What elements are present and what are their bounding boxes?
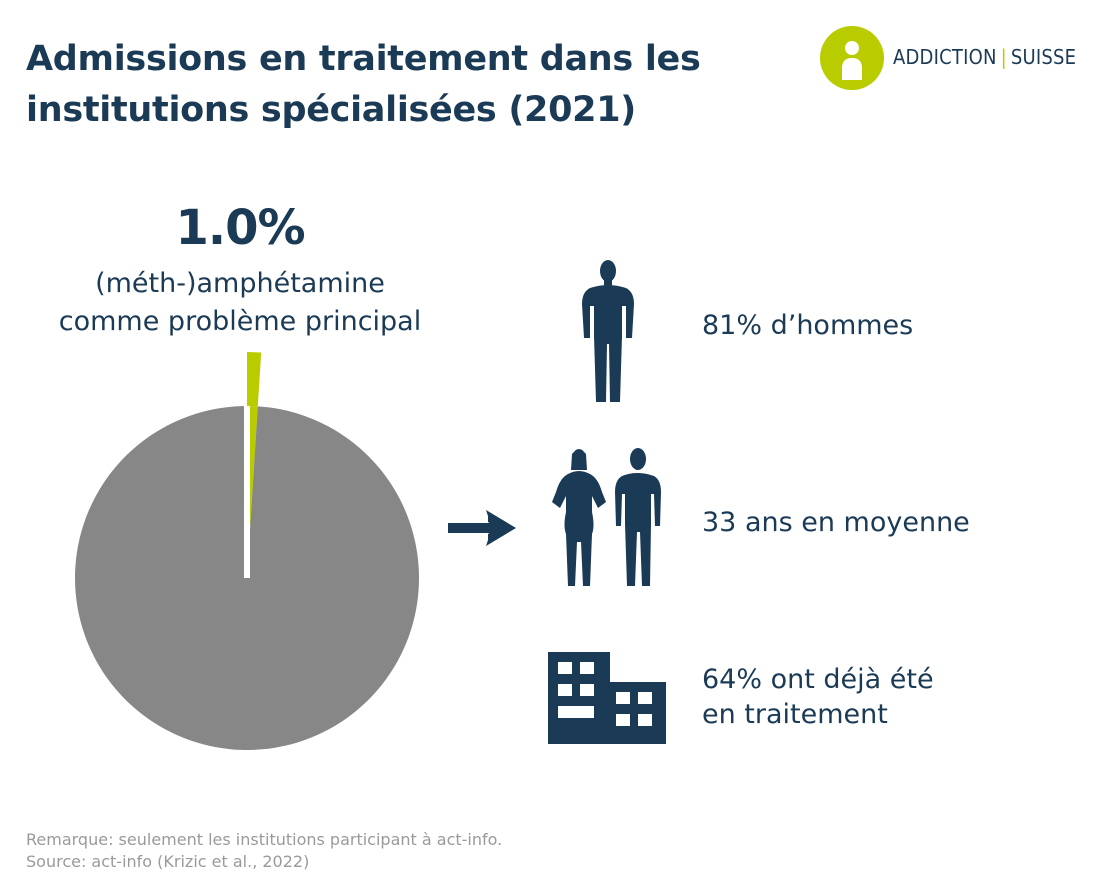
building-icon: [548, 652, 666, 744]
logo-wordmark: ADDICTION | SUISSE: [893, 45, 1077, 69]
fact-average-age: 33 ans en moyenne: [702, 507, 970, 538]
logo-person-icon: [820, 26, 884, 90]
title-line-2: institutions spécialisées (2021): [26, 90, 636, 130]
pie-annotation-line-1: (méth-)amphétamine: [95, 268, 385, 299]
woman-and-man-silhouette-icon: [552, 448, 661, 586]
pie-slice-amphetamine-leader: [247, 352, 262, 407]
addiction-suisse-logo: ADDICTION | SUISSE: [820, 26, 1090, 90]
man-silhouette-icon: [582, 260, 634, 402]
fact-previous-treatment-line-2: en traitement: [702, 699, 888, 730]
page-title: Admissions en traitement dans les instit…: [26, 34, 786, 136]
highlight-percentage: 1.0%: [175, 200, 305, 256]
pie-annotation-line-2: comme problème principal: [58, 306, 422, 337]
title-line-1: Admissions en traitement dans les: [26, 39, 701, 79]
footer-source: Source: act-info (Krizic et al., 2022): [26, 852, 310, 871]
footer-note: Remarque: seulement les institutions par…: [26, 830, 503, 849]
fact-men-share: 81% d’hommes: [702, 310, 914, 341]
right-arrow-icon: [448, 510, 516, 546]
fact-previous-treatment-line-1: 64% ont déjà été: [702, 664, 934, 695]
